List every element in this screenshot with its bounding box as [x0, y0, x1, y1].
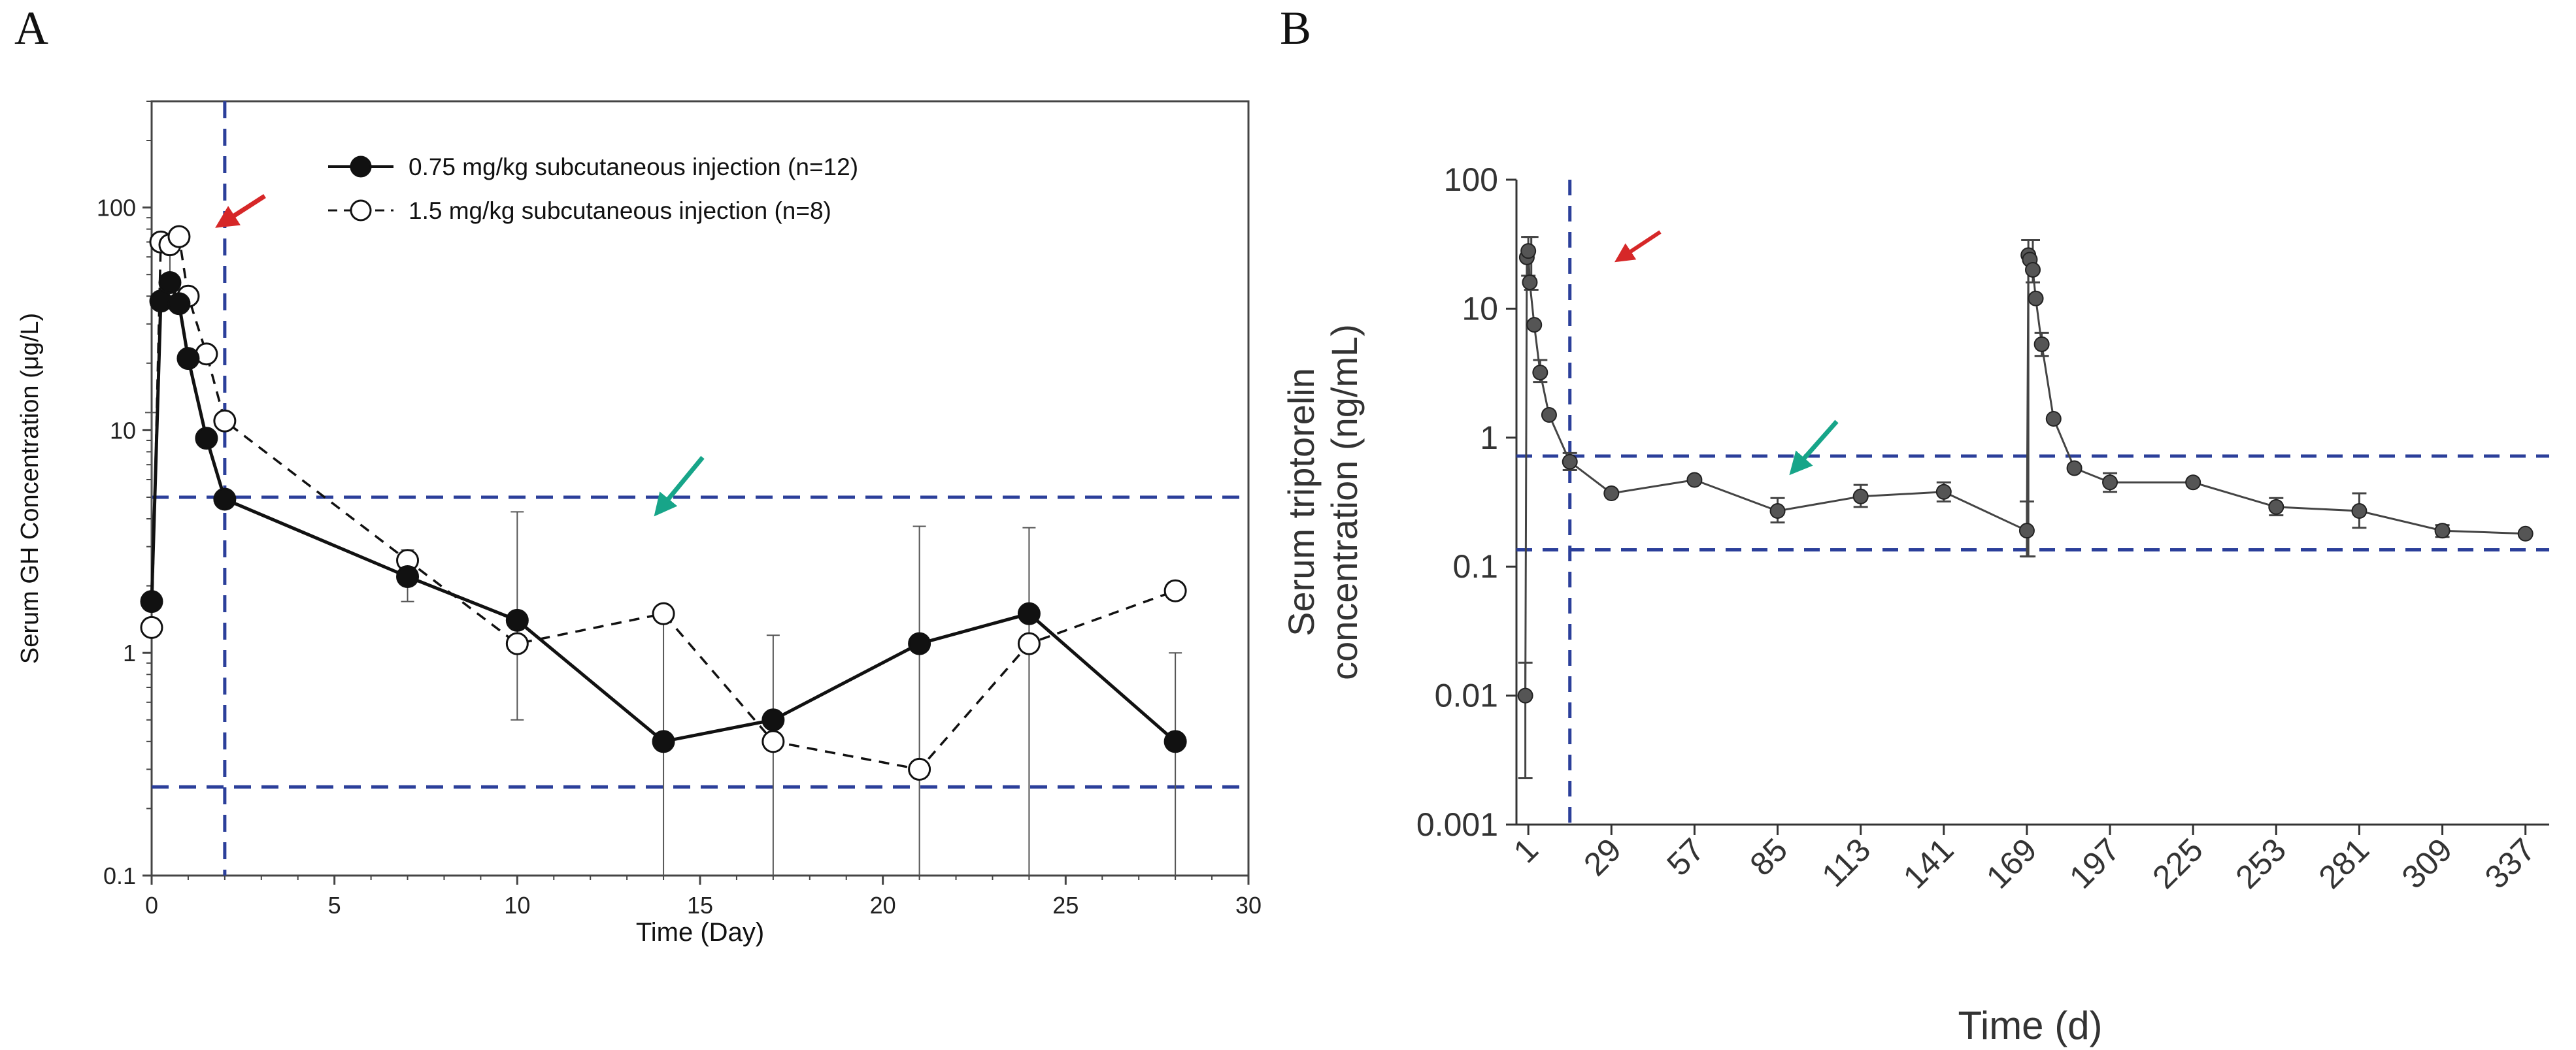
legend-label-a-1: 0.75 mg/kg subcutaneous injection (n=12) — [409, 154, 858, 180]
y-tick-label-b: 1 — [1480, 419, 1498, 456]
data-point-b — [1517, 687, 1533, 704]
x-tick-label-b: 225 — [2145, 831, 2210, 896]
annotation-arrow-red-b — [1614, 230, 1662, 263]
data-point-b — [1541, 407, 1557, 423]
data-point-a-1 — [1017, 602, 1041, 625]
data-point-b — [2517, 525, 2534, 542]
data-point-b — [1935, 484, 1952, 500]
data-point-a-2 — [167, 225, 191, 248]
legend-marker-a-1 — [350, 156, 372, 178]
chart-a: 0 5 10 15 20 25 30 0.1 1 10 100 Time (Day) Serum GH … — [16, 100, 1262, 947]
data-point-a-1 — [761, 708, 785, 732]
data-point-b — [1526, 317, 1543, 333]
data-point-b — [1603, 485, 1620, 502]
data-point-b — [2018, 523, 2035, 539]
y-tick-label-b: 0.001 — [1416, 806, 1498, 843]
data-point-b — [1686, 472, 1703, 488]
data-point-a-2 — [1017, 632, 1041, 655]
x-tick-label-b: 337 — [2478, 831, 2543, 896]
x-tick-label-b: 281 — [2312, 831, 2377, 896]
y-tick-label-a: 1 — [123, 640, 136, 666]
data-point-a-1 — [176, 347, 200, 370]
data-point-a-1 — [195, 427, 218, 450]
y-tick-label-b: 10 — [1462, 290, 1498, 327]
data-point-a-1 — [167, 292, 191, 316]
x-tick-label-b: 85 — [1743, 831, 1794, 883]
data-point-a-2 — [652, 602, 675, 625]
data-point-a-1 — [505, 608, 529, 632]
data-point-a-1 — [652, 730, 675, 753]
y-axis-title-line2-b: concentration (ng/mL) — [1324, 324, 1365, 680]
x-tick-label-a: 10 — [504, 892, 530, 919]
data-point-a-2 — [1163, 579, 1187, 602]
x-tick-label-b: 113 — [1815, 831, 1877, 894]
y-tick-label-b: 100 — [1444, 161, 1498, 198]
series-line-b — [1524, 250, 2526, 696]
annotation-arrow-red-a — [215, 194, 266, 228]
data-point-b — [1520, 243, 1537, 259]
data-point-a-1 — [396, 565, 420, 589]
x-axis-title-b: Time (d) — [1958, 1004, 2102, 1047]
data-point-a-2 — [213, 409, 237, 433]
x-tick-label-b: 1 — [1507, 831, 1545, 870]
x-tick-label-b: 253 — [2228, 831, 2293, 896]
y-axis-title-a: Serum GH Concentration (μg/L) — [16, 313, 44, 664]
data-point-b — [2045, 410, 2062, 427]
legend-label-a-2: 1.5 mg/kg subcutaneous injection (n=8) — [409, 197, 831, 224]
x-tick-label-b: 197 — [2062, 831, 2127, 896]
panel-a-label: A — [14, 2, 48, 54]
data-point-a-1 — [140, 590, 163, 614]
x-axis-title-a: Time (Day) — [636, 918, 764, 947]
y-tick-label-a: 100 — [97, 195, 136, 221]
data-point-a-1 — [1163, 730, 1187, 753]
x-tick-label-a: 20 — [870, 892, 896, 919]
x-tick-label-b: 57 — [1660, 831, 1711, 883]
y-axis-title-line1-b: Serum triptorelin — [1280, 368, 1322, 636]
data-point-b — [2351, 503, 2367, 519]
data-point-b — [2185, 474, 2201, 491]
x-tick-label-a: 5 — [328, 892, 341, 919]
y-tick-label-b: 0.01 — [1435, 678, 1498, 714]
data-point-b — [2102, 474, 2118, 491]
data-point-a-2 — [908, 757, 931, 781]
data-point-b — [1769, 503, 1786, 519]
data-point-a-1 — [158, 271, 182, 295]
data-point-a-2 — [505, 632, 529, 655]
y-tick-label-b: 0.1 — [1452, 548, 1498, 585]
data-point-b — [1532, 365, 1548, 381]
x-tick-label-a: 15 — [687, 892, 713, 919]
legend-marker-a-2 — [350, 199, 372, 221]
data-point-b — [2033, 336, 2050, 352]
y-tick-label-a: 10 — [110, 417, 136, 444]
x-tick-label-b: 29 — [1577, 831, 1628, 883]
data-point-a-2 — [761, 730, 785, 753]
data-point-b — [1852, 488, 1869, 504]
annotation-arrow-green-b — [1789, 419, 1839, 476]
data-point-a-2 — [140, 615, 163, 639]
y-tick-label-a: 0.1 — [103, 862, 136, 889]
chart-b: 0.001 0.01 0.1 1 10 100 1 29 57 85 113 141 169 197 225… — [1280, 161, 2549, 1047]
data-point-a-1 — [213, 487, 237, 511]
data-point-b — [2066, 460, 2083, 476]
panel-b-label: B — [1280, 2, 1312, 54]
data-point-b — [2028, 290, 2044, 306]
x-tick-label-b: 309 — [2395, 831, 2460, 896]
x-tick-label-a: 30 — [1235, 892, 1262, 919]
data-point-b — [2434, 523, 2451, 539]
annotation-arrow-green-a — [654, 455, 705, 517]
data-point-a-1 — [908, 632, 931, 655]
x-tick-label-a: 25 — [1052, 892, 1079, 919]
x-tick-label-a: 0 — [145, 892, 158, 919]
data-point-b — [2268, 499, 2284, 515]
x-tick-label-b: 169 — [1979, 831, 2044, 896]
data-point-b — [1562, 453, 1578, 470]
x-tick-label-b: 141 — [1896, 831, 1961, 896]
data-point-b — [2025, 261, 2041, 278]
data-point-b — [1522, 274, 1538, 291]
